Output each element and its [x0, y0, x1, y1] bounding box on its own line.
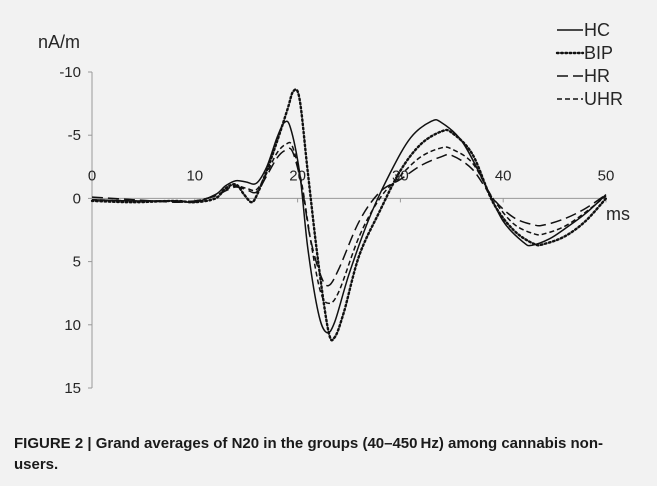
x-tick-label: 40 [495, 167, 512, 184]
y-unit-label: nA/m [38, 32, 80, 52]
legend-label-uhr: UHR [584, 89, 623, 109]
series-line-hc [91, 118, 607, 334]
legend-label-hc: HC [584, 20, 610, 40]
x-tick-label: 0 [88, 167, 96, 184]
legend-label-bip: BIP [584, 43, 613, 63]
x-tick-label: 10 [186, 167, 203, 184]
series-line-uhr [91, 141, 607, 305]
figure-caption: FIGURE 2 | Grand averages of N20 in the … [14, 435, 603, 473]
x-tick-label: 50 [598, 167, 615, 184]
legend: HC BIP HR UHR [555, 20, 623, 109]
series-lines [90, 88, 608, 342]
y-tick-label: 15 [64, 380, 81, 397]
y-tick-label: -10 [59, 64, 81, 81]
y-tick-label: 0 [73, 190, 81, 207]
y-tick-label: -5 [68, 127, 81, 144]
axes [88, 71, 607, 389]
series-line-bip [90, 88, 608, 342]
y-tick-label: 10 [64, 317, 81, 334]
series-line-hr [91, 147, 607, 287]
y-tick-label: 5 [73, 254, 81, 271]
x-unit-label: ms [606, 204, 630, 224]
legend-label-hr: HR [584, 66, 610, 86]
